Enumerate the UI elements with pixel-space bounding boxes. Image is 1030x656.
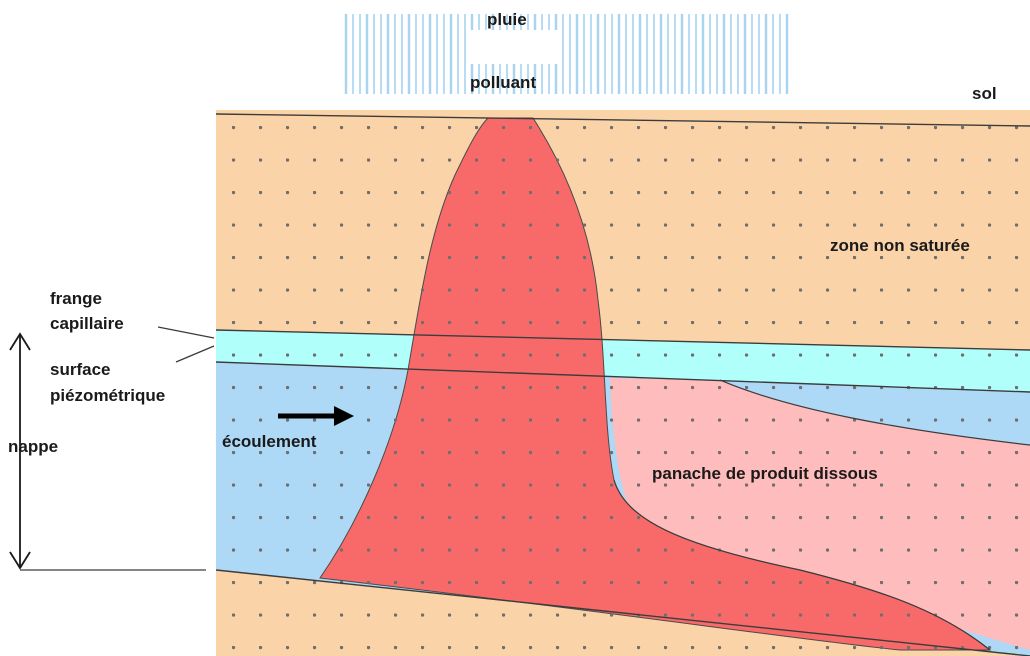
ground-surface-line [216, 113, 1030, 127]
soil-dot-texture [216, 110, 1030, 656]
nappe-label: nappe [8, 437, 59, 456]
ecoulement-label: écoulement [222, 432, 317, 451]
plume-outline-lower [613, 479, 991, 651]
rain-streaks [344, 14, 789, 94]
flow-arrow-icon [278, 406, 354, 426]
capillaire-label: capillaire [50, 314, 124, 333]
aquifer-base-line [216, 569, 1030, 656]
polluant-label: polluant [470, 73, 537, 92]
zone-non-saturee-label: zone non saturée [830, 236, 970, 255]
plume-outline [719, 379, 1030, 446]
nappe-extent-arrow [9, 332, 31, 570]
fringe-top-line [216, 329, 1030, 351]
panache-label: panache de produit dissous [652, 464, 878, 483]
surface-leader-line [175, 345, 215, 363]
pluie-label: pluie [487, 10, 527, 29]
surface-label: surface [50, 360, 111, 379]
frange-label: frange [50, 289, 102, 308]
piezometrique-label: piézométrique [50, 386, 166, 405]
sol-label: sol [972, 84, 997, 103]
water-table-line [216, 361, 1030, 393]
frange-leader-line [157, 326, 215, 339]
